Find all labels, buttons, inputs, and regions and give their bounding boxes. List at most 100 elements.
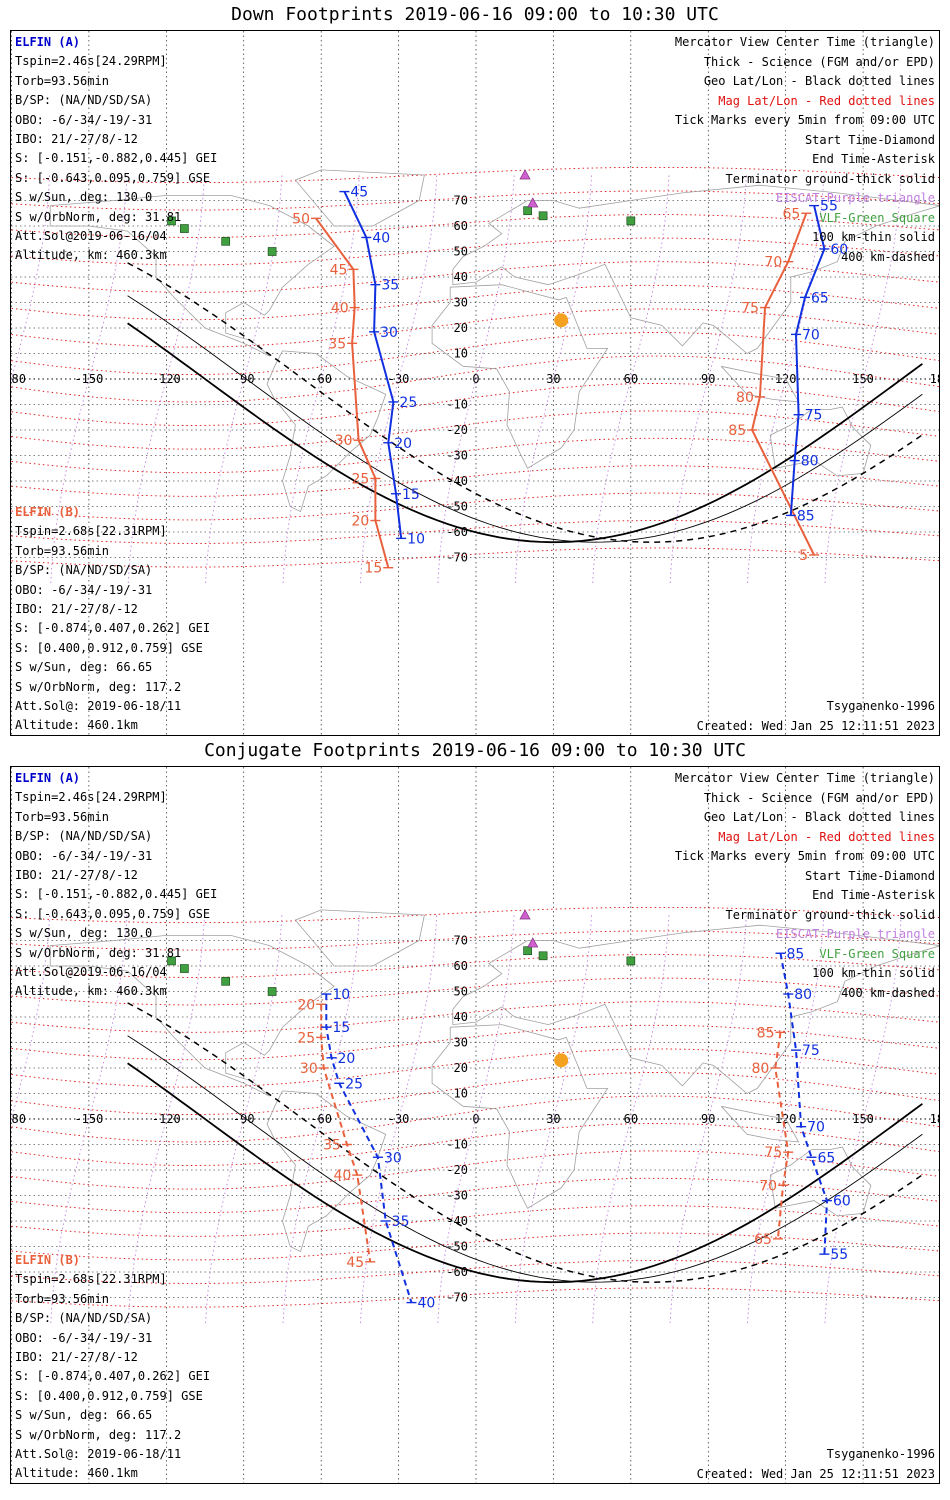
mag-lon-line xyxy=(11,914,51,1123)
track-tick-label: 70 xyxy=(759,1178,777,1194)
terminator-400km xyxy=(127,262,923,543)
vlf-station-marker xyxy=(523,946,532,956)
continent-outline xyxy=(452,184,939,354)
track-tick-label: 15 xyxy=(402,487,420,503)
track-tick-label: 35 xyxy=(381,278,399,294)
lat-tick-label: -70 xyxy=(446,551,468,565)
elfin-a-header: ELFIN (A) xyxy=(15,35,81,49)
info-line: OBO: -6/-34/-19/-31 xyxy=(15,848,153,863)
info-line: Torb=93.56min xyxy=(15,543,109,558)
track-tick-label: 85 xyxy=(757,1025,775,1041)
track-tick-label: 40 xyxy=(331,301,349,317)
mag-lat-line xyxy=(11,547,939,568)
track-tick-label: 55 xyxy=(830,1247,848,1263)
terminator-400km xyxy=(127,1002,923,1283)
legend-item: 100 km-thin solid xyxy=(812,966,935,980)
legend-item: Geo Lat/Lon - Black dotted lines xyxy=(703,74,935,88)
vlf-station-marker xyxy=(538,951,548,961)
track-tick-label: 70 xyxy=(764,255,782,271)
legend-item: Thick - Science (FGM and/or EPD) xyxy=(703,54,935,69)
elfin-b-track xyxy=(315,217,390,568)
info-line: S: [-0.874,0.407,0.262] GEI xyxy=(15,621,211,636)
lat-tick-label: 10 xyxy=(454,1087,468,1101)
mag-lon-line xyxy=(205,174,283,584)
info-line: OBO: -6/-34/-19/-31 xyxy=(15,582,153,597)
track-tick-label: 10 xyxy=(407,531,425,547)
track-tick-label: 25 xyxy=(297,1030,315,1046)
track-tick-label: 80 xyxy=(794,987,812,1003)
legend-item: Start Time-Diamond xyxy=(804,868,935,883)
continent-outline xyxy=(769,1146,872,1217)
vlf-station-marker xyxy=(523,206,532,216)
track-tick-label: 75 xyxy=(805,408,823,424)
lat-tick-label: -70 xyxy=(446,1291,468,1305)
info-line: Att.Sol@2019-06-16/04 xyxy=(15,964,167,979)
mag-lon-line xyxy=(360,914,438,1324)
info-line: Torb=93.56min xyxy=(15,809,109,824)
vlf-station-marker xyxy=(167,216,176,226)
mag-lon-line xyxy=(282,174,360,584)
continent-outline xyxy=(294,169,425,227)
mag-lat-line xyxy=(11,906,939,924)
track-tick-label: 30 xyxy=(380,325,398,341)
track-tick-label: 60 xyxy=(830,242,848,258)
legend-item: VLF-Green Square xyxy=(819,210,935,225)
legend-item: EISCAT-Purple triangle xyxy=(776,927,935,941)
track-tick-label: 30 xyxy=(384,1150,402,1166)
elfin-b-info: ELFIN (B) Tspin=2.68s[22.31RPM] Torb=93.… xyxy=(15,503,211,735)
model-label: Tsyganenko-1996 xyxy=(826,699,935,713)
lat-tick-label: 40 xyxy=(454,270,468,284)
vlf-station-marker xyxy=(167,956,176,966)
mag-lon-line xyxy=(282,914,360,1324)
mag-lon-line xyxy=(824,174,902,584)
track-tick-label: 25 xyxy=(399,395,417,411)
lat-tick-label: -50 xyxy=(446,500,468,514)
track-tick-label: 80 xyxy=(752,1061,770,1077)
eiscat-station-marker xyxy=(527,197,539,208)
info-line: S w/Sun, deg: 66.65 xyxy=(15,660,153,675)
conjugate-footprints-map: -70-60-50-40-30-20-1010203040506070-180-… xyxy=(10,766,940,1484)
legend: Mercator View Center Time (triangle) Thic… xyxy=(675,33,935,267)
track-tick-label: 85 xyxy=(797,508,815,524)
info-line: S: [-0.643,0.095,0.759] GSE xyxy=(15,170,211,185)
mag-lat-line xyxy=(11,954,939,978)
map-canvas: -70-60-50-40-30-20-1010203040506070-180-… xyxy=(11,767,940,1483)
track-tick-label: 80 xyxy=(736,390,754,406)
map-canvas: -70-60-50-40-30-20-1010203040506070-180-… xyxy=(11,31,939,735)
legend-item: Terminator ground-thick solid xyxy=(725,907,935,922)
legend-item: 400 km-dashed xyxy=(841,249,935,264)
vlf-station-marker xyxy=(626,216,636,226)
info-line: S: [-0.151,-0.882,0.445] GEI xyxy=(15,151,218,166)
track-tick-label: 20 xyxy=(394,436,412,452)
legend-item: End Time-Asterisk xyxy=(812,152,935,166)
legend-item: Tick Marks every 5min from 09:00 UTC xyxy=(674,113,935,127)
track-tick-label: 60 xyxy=(833,1194,851,1210)
mag-lon-line xyxy=(127,174,205,584)
elfin-b-header: ELFIN (B) xyxy=(15,1253,81,1267)
track-tick-label: 20 xyxy=(352,514,370,530)
info-line: S w/Sun, deg: 130.0 xyxy=(15,926,153,941)
info-line: S: [0.400,0.912,0.759] GSE xyxy=(15,640,203,655)
continent-outline xyxy=(266,350,387,513)
lon-tick-label: 180 xyxy=(930,1112,940,1126)
info-line: Att.Sol@2019-06-16/04 xyxy=(15,228,167,243)
info-line: OBO: -6/-34/-19/-31 xyxy=(15,112,153,127)
continent-outline xyxy=(294,909,425,967)
track-tick-label: 30 xyxy=(335,433,353,449)
info-line: Altitude: 460.1km xyxy=(15,718,138,733)
track-tick-label: 20 xyxy=(297,997,315,1013)
mag-lat-line xyxy=(11,166,939,184)
lat-tick-label: 10 xyxy=(454,347,468,361)
track-tick-label: 50 xyxy=(292,211,310,227)
mag-lat-line xyxy=(11,1260,939,1284)
lon-tick-label: -180 xyxy=(11,1112,26,1126)
eiscat-station-marker xyxy=(519,909,531,920)
down-footprints-map: -70-60-50-40-30-20-1010203040506070-180-… xyxy=(10,30,940,736)
track-tick-label: 65 xyxy=(817,1150,835,1166)
info-line: Altitude, km: 460.3km xyxy=(15,984,167,999)
info-line: Altitude: 460.1km xyxy=(15,1466,138,1481)
mag-lat-line xyxy=(11,520,939,544)
continent-outline xyxy=(769,406,872,477)
info-line: OBO: -6/-34/-19/-31 xyxy=(15,1330,153,1345)
elfin-b-header: ELFIN (B) xyxy=(15,505,81,519)
